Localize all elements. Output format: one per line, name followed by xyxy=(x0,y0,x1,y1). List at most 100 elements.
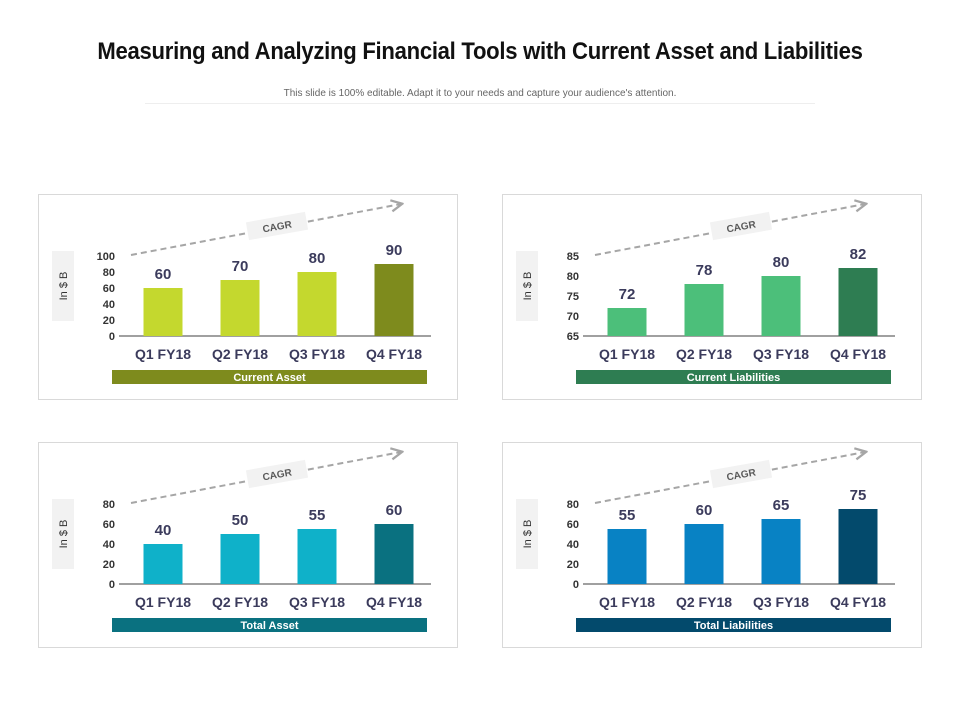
y-tick-label: 80 xyxy=(103,267,115,279)
ylabel: In $ B xyxy=(58,272,70,301)
cagr-arrow xyxy=(594,204,865,256)
chart-svg: In $ B CAGR 65 70 75 80 85 72 Q1 FY18 78 Q2 FY18 80… xyxy=(516,195,895,384)
category-label: Q3 FY18 xyxy=(753,594,809,610)
y-tick-label: 0 xyxy=(109,331,115,343)
chart-panel-total-asset: In $ B CAGR 0 20 40 60 80 40 Q1 FY18 50 Q2 FY18 55 Q… xyxy=(38,442,458,648)
y-tick-label: 100 xyxy=(97,251,115,263)
chart-title: Current Asset xyxy=(233,372,306,384)
ylabel-badge xyxy=(52,251,74,321)
bar xyxy=(838,509,878,584)
y-tick-label: 60 xyxy=(103,519,115,531)
cagr-label: CAGR xyxy=(262,219,294,235)
cagr-badge-bg xyxy=(709,459,773,489)
ylabel-badge xyxy=(516,251,538,321)
chart-panel-total-liabilities: In $ B CAGR 0 20 40 60 80 55 Q1 FY18 60 Q2 FY18 65 Q… xyxy=(502,442,922,648)
data-label: 55 xyxy=(309,507,326,524)
y-tick-label: 60 xyxy=(567,519,579,531)
bar xyxy=(143,288,183,336)
cagr-badge-bg xyxy=(245,459,309,489)
category-label: Q4 FY18 xyxy=(830,346,886,362)
cagr-badge: CAGR xyxy=(245,211,309,241)
category-label: Q2 FY18 xyxy=(212,594,268,610)
category-label: Q1 FY18 xyxy=(599,594,655,610)
category-label: Q2 FY18 xyxy=(212,346,268,362)
y-tick-label: 40 xyxy=(103,299,115,311)
y-tick-label: 20 xyxy=(567,559,579,571)
y-tick-label: 20 xyxy=(103,315,115,327)
data-label: 90 xyxy=(386,242,403,259)
cagr-arrow xyxy=(594,452,865,504)
ylabel-badge xyxy=(52,499,74,569)
cagr-label: CAGR xyxy=(262,467,294,483)
page-title: Measuring and Analyzing Financial Tools … xyxy=(97,38,863,65)
chart-svg: In $ B CAGR 0 20 40 60 80 100 60 Q1 FY18 70 Q2 FY18… xyxy=(52,195,431,384)
chart-title: Total Asset xyxy=(240,620,298,632)
bar xyxy=(143,544,183,584)
chart-title-bar xyxy=(576,618,891,632)
page-subtitle: This slide is 100% editable. Adapt it to… xyxy=(283,88,677,99)
data-label: 60 xyxy=(386,502,403,519)
y-tick-label: 65 xyxy=(567,331,579,343)
bar xyxy=(684,284,724,336)
bar xyxy=(220,534,260,584)
bar xyxy=(607,308,647,336)
data-label: 60 xyxy=(155,266,172,283)
cagr-badge-bg xyxy=(245,211,309,241)
cagr-badge-bg xyxy=(709,211,773,241)
data-label: 78 xyxy=(696,262,713,279)
bar xyxy=(297,529,337,584)
chart-panel-current-liabilities: In $ B CAGR 65 70 75 80 85 72 Q1 FY18 78 Q2 FY18 80… xyxy=(502,194,922,400)
bar xyxy=(220,280,260,336)
category-label: Q2 FY18 xyxy=(676,346,732,362)
y-tick-label: 20 xyxy=(103,559,115,571)
cagr-arrow xyxy=(130,204,401,256)
title-divider xyxy=(145,103,815,104)
category-label: Q3 FY18 xyxy=(289,594,345,610)
category-label: Q1 FY18 xyxy=(135,594,191,610)
bar xyxy=(684,524,724,584)
y-tick-label: 70 xyxy=(567,311,579,323)
data-label: 40 xyxy=(155,522,172,539)
category-label: Q4 FY18 xyxy=(830,594,886,610)
ylabel: In $ B xyxy=(522,272,534,301)
chart-svg: In $ B CAGR 0 20 40 60 80 40 Q1 FY18 50 Q2 FY18 55 Q… xyxy=(52,443,431,632)
data-label: 55 xyxy=(619,507,636,524)
chart-title-bar xyxy=(576,370,891,384)
category-label: Q4 FY18 xyxy=(366,594,422,610)
category-label: Q3 FY18 xyxy=(289,346,345,362)
chart-title: Current Liabilities xyxy=(687,372,781,384)
y-tick-label: 40 xyxy=(103,539,115,551)
y-tick-label: 80 xyxy=(567,499,579,511)
category-label: Q3 FY18 xyxy=(753,346,809,362)
data-label: 50 xyxy=(232,512,249,529)
category-label: Q4 FY18 xyxy=(366,346,422,362)
bar xyxy=(761,276,801,336)
data-label: 80 xyxy=(773,254,790,271)
data-label: 80 xyxy=(309,250,326,267)
data-label: 75 xyxy=(850,487,867,504)
chart-title-bar xyxy=(112,370,427,384)
ylabel: In $ B xyxy=(58,520,70,549)
bar xyxy=(374,524,414,584)
bar xyxy=(374,264,414,336)
y-tick-label: 75 xyxy=(567,291,579,303)
ylabel: In $ B xyxy=(522,520,534,549)
y-tick-label: 0 xyxy=(109,579,115,591)
category-label: Q1 FY18 xyxy=(599,346,655,362)
cagr-label: CAGR xyxy=(726,219,758,235)
cagr-badge: CAGR xyxy=(709,211,773,241)
chart-svg: In $ B CAGR 0 20 40 60 80 55 Q1 FY18 60 Q2 FY18 65 Q… xyxy=(516,443,895,632)
cagr-badge: CAGR xyxy=(709,459,773,489)
data-label: 70 xyxy=(232,258,249,275)
data-label: 72 xyxy=(619,286,636,303)
cagr-label: CAGR xyxy=(726,467,758,483)
bar xyxy=(838,268,878,336)
y-tick-label: 80 xyxy=(103,499,115,511)
ylabel-badge xyxy=(516,499,538,569)
chart-title: Total Liabilities xyxy=(694,620,773,632)
y-tick-label: 85 xyxy=(567,251,579,263)
cagr-badge: CAGR xyxy=(245,459,309,489)
y-tick-label: 60 xyxy=(103,283,115,295)
chart-panel-current-asset: In $ B CAGR 0 20 40 60 80 100 60 Q1 FY18 70 Q2 FY18… xyxy=(38,194,458,400)
data-label: 65 xyxy=(773,497,790,514)
